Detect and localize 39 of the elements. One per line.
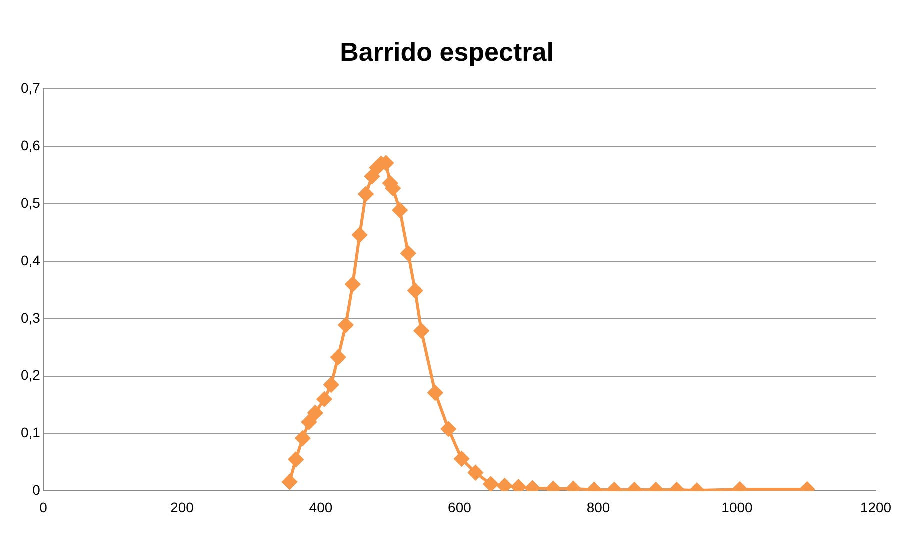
y-tick-label: 0,7	[20, 80, 41, 96]
point	[352, 228, 368, 243]
x-tick-label: 600	[448, 499, 472, 516]
point	[483, 476, 498, 492]
point	[400, 246, 416, 261]
point	[282, 474, 298, 490]
point	[408, 283, 423, 298]
point	[497, 478, 512, 492]
y-tick-label: 0,6	[20, 137, 41, 154]
y-tick-label: 0,5	[20, 194, 41, 211]
point	[295, 430, 310, 446]
x-tick-label: 800	[586, 499, 610, 516]
point	[364, 168, 380, 184]
point	[392, 202, 408, 218]
y-tick-label: 0,1	[20, 424, 41, 441]
point	[302, 414, 317, 430]
point	[324, 377, 339, 392]
x-tick-label: 1000	[722, 499, 754, 516]
point	[468, 465, 484, 480]
point	[414, 323, 430, 338]
point	[345, 276, 360, 292]
x-tick-label: 1200	[860, 499, 892, 516]
point	[454, 452, 470, 467]
point	[441, 422, 456, 437]
point	[511, 480, 526, 492]
point	[358, 186, 374, 202]
x-tick-label: 400	[309, 499, 333, 516]
point	[316, 392, 332, 407]
y-tick-label: 0	[32, 482, 41, 498]
y-tick-label: 0,3	[20, 310, 41, 326]
point	[330, 350, 346, 365]
y-tick-label: 0,4	[20, 252, 41, 268]
point	[338, 318, 354, 333]
y-tick-label: 0,2	[20, 367, 41, 384]
chart-title: Barrido espectral	[340, 36, 554, 67]
point	[308, 406, 323, 421]
point	[288, 452, 304, 468]
x-tick-label: 200	[170, 499, 194, 516]
point	[428, 385, 443, 400]
